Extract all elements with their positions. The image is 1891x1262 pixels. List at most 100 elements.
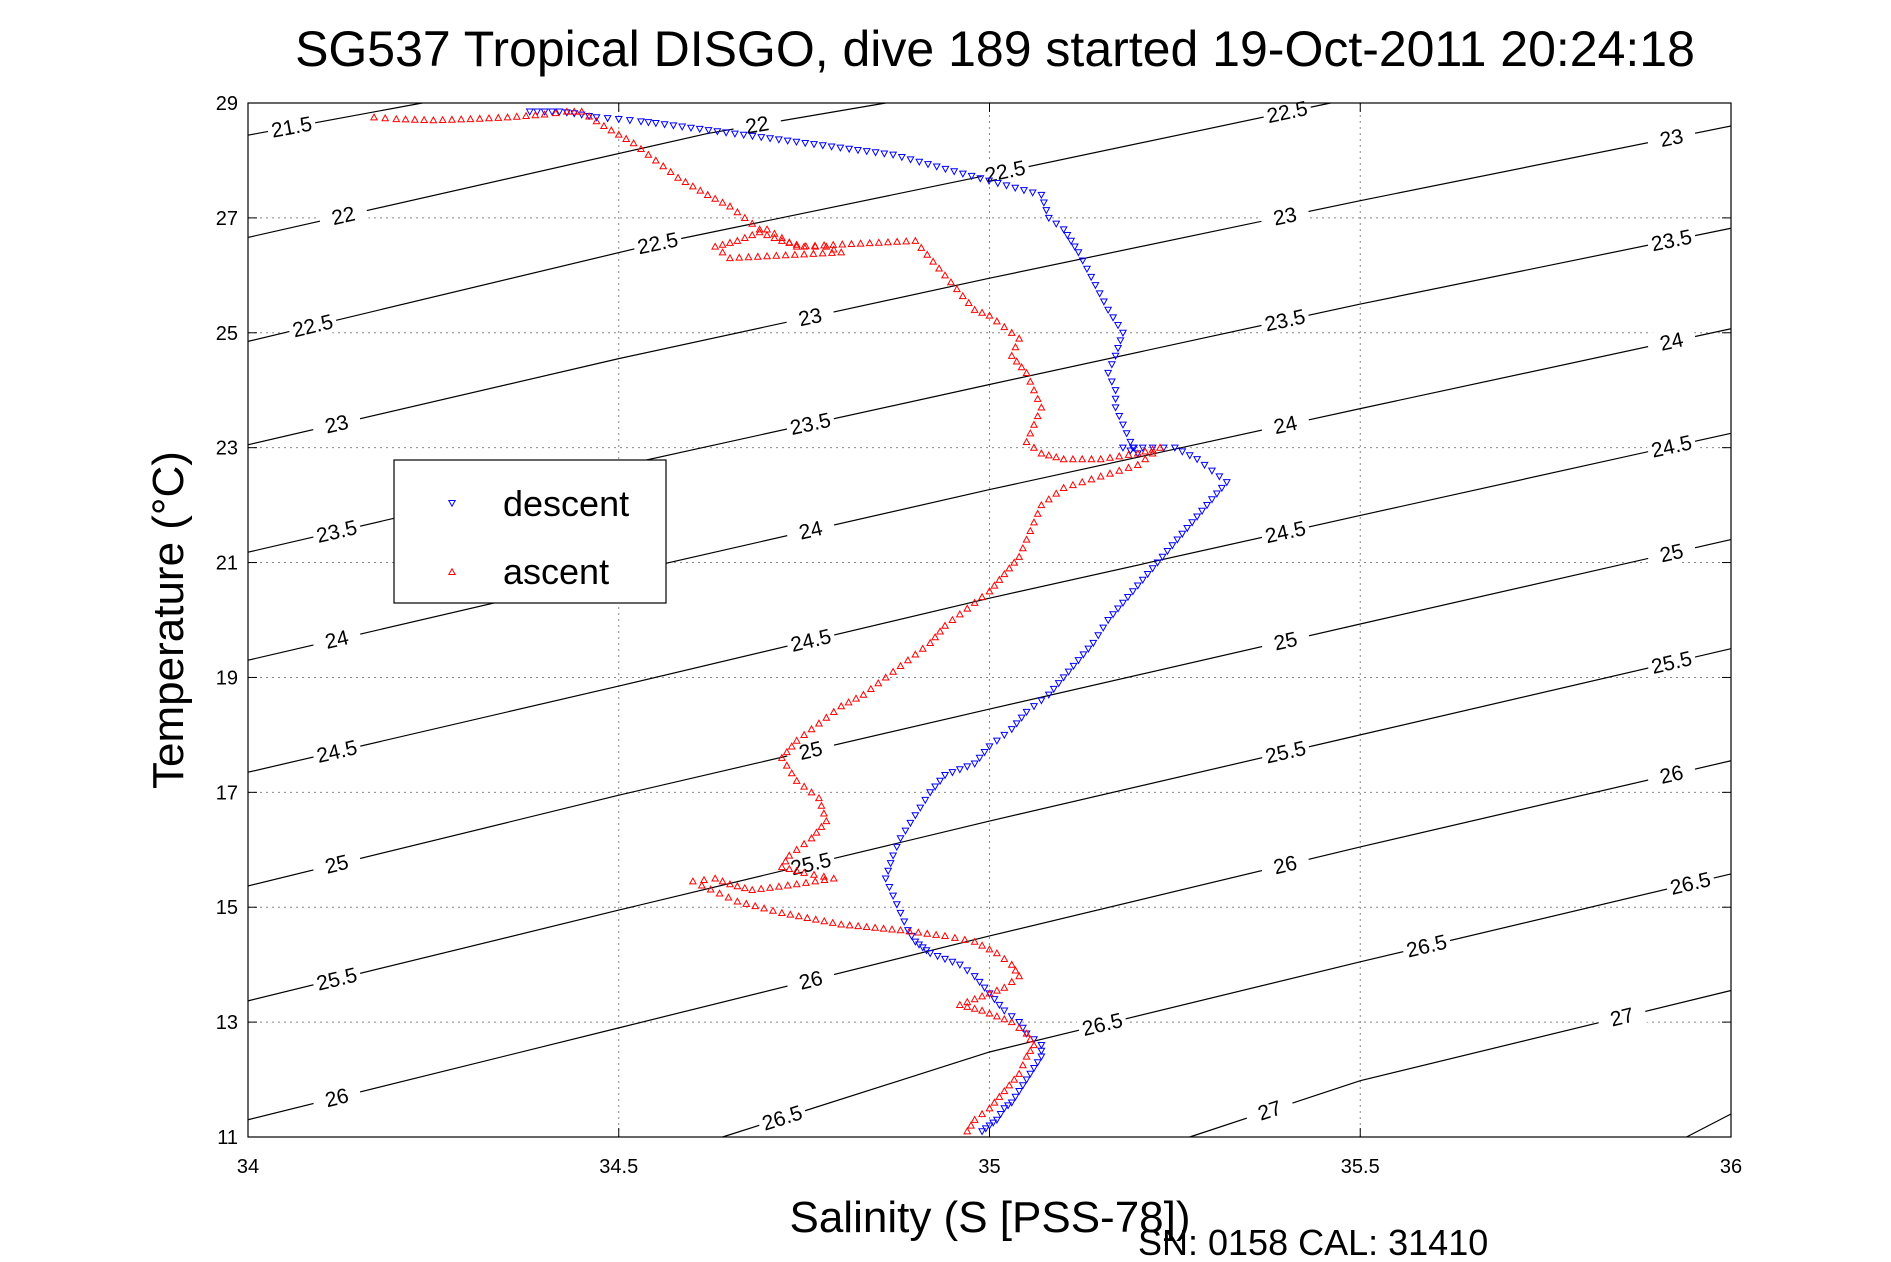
ascent-point [475,114,484,122]
descent-point [1089,639,1098,648]
descent-point [963,967,972,975]
ascent-point [688,877,697,885]
descent-point [1000,1105,1009,1113]
y-tick-label: 21 [216,553,238,575]
x-tick-label: 35.5 [1341,1156,1380,1178]
descent-point [884,867,893,876]
contour-label-text: 24 [1658,328,1686,355]
y-tick-label: 29 [216,93,238,115]
ascent-point [763,230,772,239]
ascent-point [733,236,742,244]
density-contour-label: 24 [784,512,837,547]
descent-point [1202,502,1212,510]
contour-label-background [1645,756,1698,791]
descent-point [1012,720,1021,728]
contour-label-text: 25 [1272,628,1300,656]
ascent-point [753,252,762,260]
ascent-point [990,1098,999,1106]
ascent-point [1011,342,1020,351]
descent-point [818,142,827,150]
y-tick-label: 15 [216,897,238,919]
density-contour-label: 24 [1645,323,1698,358]
ascent-point [946,277,955,286]
ascent-point [1015,1069,1024,1077]
ascent-point [978,1006,987,1014]
ascent-point [674,173,683,181]
descent-point [1183,525,1192,533]
descent-point [1158,553,1167,562]
descent-point [1011,1093,1020,1102]
descent-point [1029,1065,1039,1073]
ascent-point [1037,500,1046,509]
descent-point [880,150,889,158]
descent-point [757,134,766,142]
ascent-point [768,906,778,914]
descent-point [1200,461,1209,470]
descent-point [1029,703,1039,711]
descent-point [739,131,748,140]
ascent-point [963,1002,972,1010]
ascent-point [970,305,979,313]
ascent-point [1022,437,1031,445]
descent-point [940,772,950,780]
descent-point [766,135,775,143]
ascent-point [1037,449,1046,457]
ascent-point [917,243,926,251]
descent-point [916,804,925,812]
contour-label-text: 27 [1608,1004,1636,1032]
descent-point [1064,668,1073,676]
descent-point [1049,685,1058,694]
ascent-point [800,730,809,738]
descent-point [889,892,898,900]
density-contour-label: 23 [1258,198,1311,233]
descent-point [555,108,564,116]
ascent-point [809,249,818,257]
ascent-point [757,884,766,892]
ascent-point [970,937,979,945]
descent-point [1207,467,1216,475]
descent-point [853,146,863,155]
ascent-point [809,870,819,878]
contour-label-background [1258,846,1312,882]
ascent-point [1068,480,1077,489]
ascent-point [881,673,890,681]
contour-label-background [1259,623,1312,658]
descent-point [906,819,915,828]
ascent-point [1000,954,1009,962]
x-tick-label: 34.5 [599,1156,638,1178]
descent-point [1111,387,1120,395]
ascent-point [801,878,811,886]
ascent-point [807,724,816,733]
ascent-point [1029,420,1039,428]
ascent-point [755,228,764,236]
density-contour-line [722,873,1732,1138]
ascent-point [1018,1060,1027,1069]
descent-point [1019,187,1029,195]
ascent-point [929,257,938,265]
descent-point [730,130,739,138]
ascent-point [585,112,594,120]
ascent-point [985,945,994,953]
contour-label-background [1258,198,1311,233]
descent-point [1116,337,1125,345]
ascent-point [512,112,521,120]
descent-point [897,154,906,162]
ascent-point [1124,450,1133,458]
ascent-point [874,238,883,246]
ascent-point [940,931,950,940]
descent-point [678,123,687,131]
ascent-point [787,768,796,777]
descent-point [967,172,976,181]
descent-point [1011,184,1020,193]
ascent-point [718,198,727,206]
ascent-point [902,237,911,245]
ascent-point [420,115,429,124]
descent-point [1222,479,1231,487]
descent-point [1059,226,1068,234]
descent-point [1143,570,1152,579]
ascent-point [748,230,757,239]
ascent-point [1005,1081,1014,1089]
ascent-point [995,1092,1004,1100]
ascent-point [562,107,571,115]
ascent-point [651,156,660,164]
